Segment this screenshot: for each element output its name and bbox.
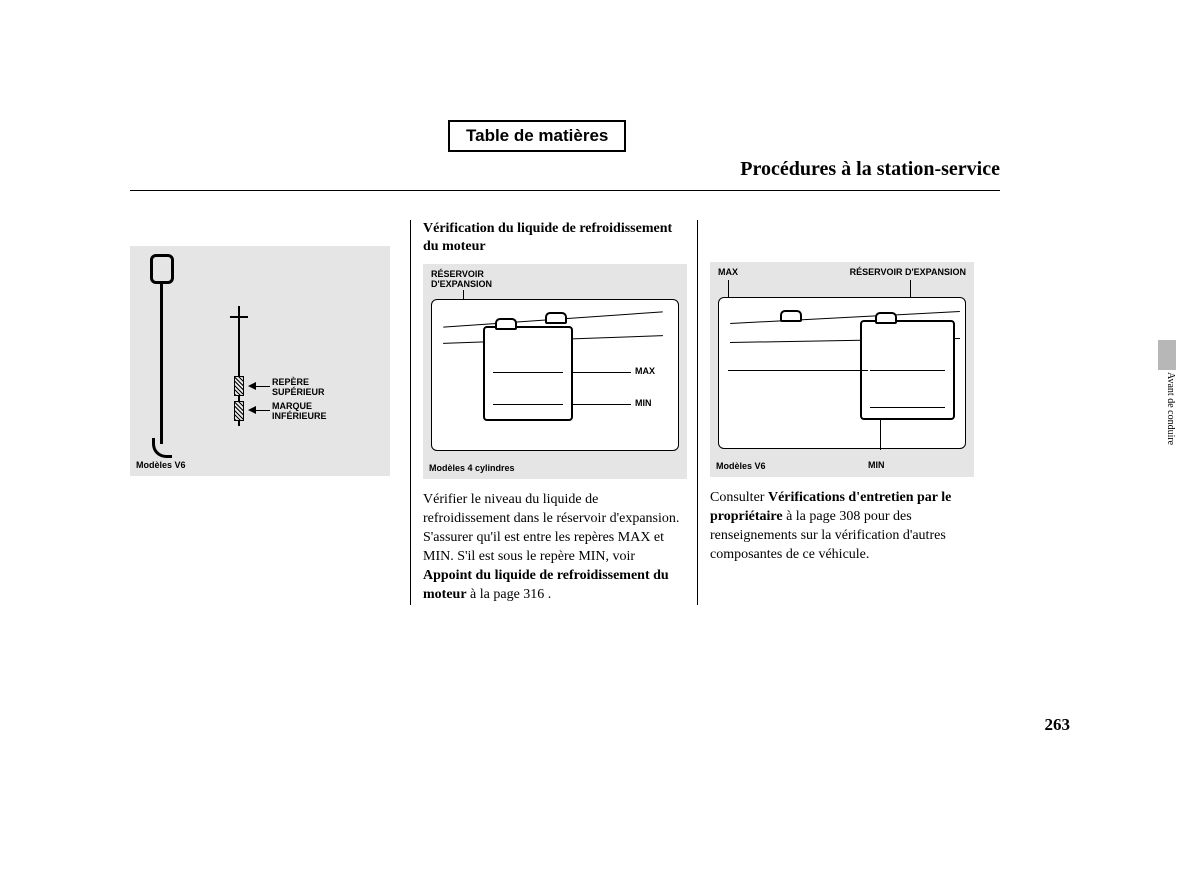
engine-cap-icon <box>545 312 567 324</box>
column-3: MAX RÉSERVOIR D'EXPANSION MIN Modèles V6… <box>698 220 998 605</box>
dipstick-cross-icon <box>230 316 248 318</box>
arrow-icon <box>248 406 256 414</box>
text-span: Consulter <box>710 490 768 505</box>
dipstick-handle-icon <box>150 254 174 284</box>
section-tab-label: Avant de conduire <box>1165 372 1176 445</box>
figure-caption: Modèles 4 cylindres <box>429 463 515 473</box>
page-number: 263 <box>1045 715 1071 735</box>
column-2: Vérification du liquide de refroidisseme… <box>410 220 698 605</box>
section-tab <box>1158 340 1176 370</box>
subheading-coolant-check: Vérification du liquide de refroidisseme… <box>423 220 685 256</box>
figure-caption: Modèles V6 <box>136 460 186 470</box>
arrow-icon <box>248 382 256 390</box>
leader-line <box>571 404 631 405</box>
max-line-icon <box>493 372 563 373</box>
label-max: MAX <box>718 268 738 278</box>
min-line-icon <box>870 407 945 408</box>
figure-engine-v6: MAX RÉSERVOIR D'EXPANSION MIN Modèles V6 <box>710 262 974 477</box>
leader-line <box>880 420 881 450</box>
title-rule <box>130 190 1000 191</box>
label-upper-mark: REPÈRE SUPÉRIEUR <box>272 378 325 398</box>
leader-line <box>728 370 868 371</box>
column-1: REPÈRE SUPÉRIEUR MARQUE INFÉRIEURE Modèl… <box>130 220 410 605</box>
reservoir-cap-icon <box>495 318 517 330</box>
label-min: MIN <box>868 461 885 471</box>
label-reservoir: RÉSERVOIR D'EXPANSION <box>850 268 966 278</box>
dipstick-tip-icon <box>152 438 172 458</box>
paragraph-coolant-check: Vérifier le niveau du liquide de refroid… <box>423 491 685 604</box>
dipstick-lower-mark-icon <box>234 401 244 421</box>
min-line-icon <box>493 404 563 405</box>
label-lower-mark: MARQUE INFÉRIEURE <box>272 402 327 422</box>
leader-line <box>571 372 631 373</box>
text-span: Vérifier le niveau du liquide de refroid… <box>423 492 679 564</box>
engine-cap-icon <box>780 310 802 322</box>
max-line-icon <box>870 370 945 371</box>
paragraph-owner-checks: Consulter Vérifications d'entretien par … <box>710 489 998 565</box>
label-max: MAX <box>635 367 655 377</box>
toc-button[interactable]: Table de matières <box>448 120 626 152</box>
reservoir-cap-icon <box>875 312 897 324</box>
leader-line <box>256 410 270 411</box>
content-columns: REPÈRE SUPÉRIEUR MARQUE INFÉRIEURE Modèl… <box>130 220 1000 605</box>
label-min: MIN <box>635 399 652 409</box>
figure-caption: Modèles V6 <box>716 461 766 471</box>
figure-dipstick: REPÈRE SUPÉRIEUR MARQUE INFÉRIEURE Modèl… <box>130 246 390 476</box>
dipstick-upper-mark-icon <box>234 376 244 396</box>
text-span: à la page 316 . <box>467 587 552 602</box>
dipstick-shaft-icon <box>160 284 163 444</box>
coolant-reservoir-icon <box>483 326 573 421</box>
leader-line <box>256 386 270 387</box>
page-title: Procédures à la station-service <box>740 158 1000 181</box>
figure-engine-4cyl: RÉSERVOIR D'EXPANSION MAX MIN Modèles 4 … <box>423 264 687 479</box>
label-reservoir: RÉSERVOIR D'EXPANSION <box>431 270 492 290</box>
